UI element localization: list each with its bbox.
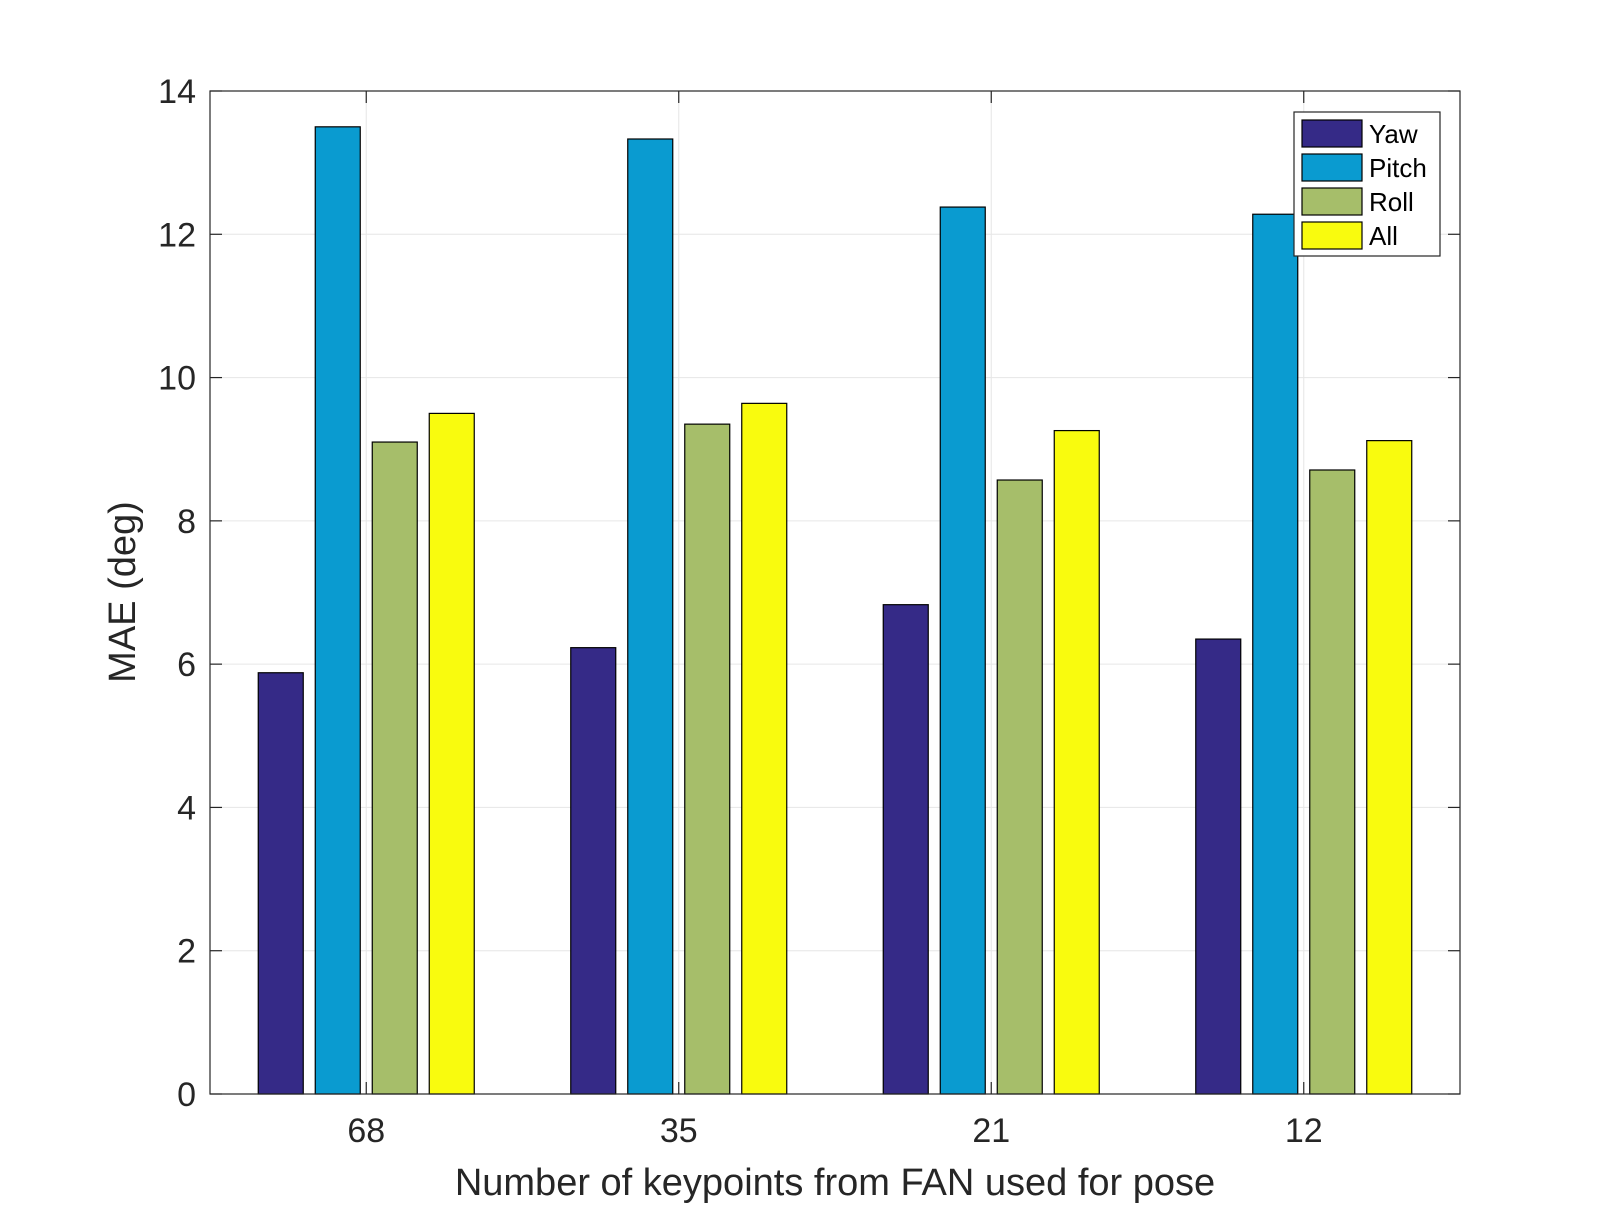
- x-tick-label: 21: [972, 1112, 1010, 1150]
- y-tick-label: 6: [177, 646, 196, 684]
- x-tick-labels: 68 35 21 12: [347, 1112, 1322, 1150]
- ticks: [210, 90, 1460, 1095]
- y-tick-label: 8: [177, 503, 196, 541]
- bar-yaw-12: [1195, 638, 1242, 1095]
- y-tick-label: 14: [158, 73, 196, 111]
- legend-swatch-yaw: [1301, 119, 1363, 148]
- legend-swatch-all: [1301, 221, 1363, 250]
- bar-all-12: [1366, 440, 1413, 1095]
- plot-area: [210, 91, 1460, 1094]
- y-tick-label: 2: [177, 933, 196, 971]
- bar-roll-21: [996, 479, 1043, 1095]
- x-tick-label: 12: [1285, 1112, 1323, 1150]
- y-tick-label: 10: [158, 360, 196, 398]
- y-tick-label: 4: [177, 789, 196, 827]
- bar-yaw-68: [257, 672, 304, 1095]
- bar-all-35: [741, 402, 788, 1095]
- bar-roll-68: [371, 441, 418, 1095]
- axes-box: [209, 90, 1461, 1095]
- bar-yaw-35: [570, 647, 617, 1095]
- x-tick-label: 35: [660, 1112, 698, 1150]
- y-axis-title: MAE (deg): [102, 501, 144, 683]
- bar-roll-12: [1309, 469, 1356, 1095]
- y-tick-labels: 0 2 4 6 8 10 12 14: [158, 73, 196, 1114]
- bar-all-21: [1053, 429, 1100, 1095]
- legend-swatch-pitch: [1301, 153, 1363, 182]
- bar-all-68: [428, 412, 475, 1095]
- legend-label-all: All: [1369, 221, 1398, 251]
- bar-pitch-21: [939, 206, 986, 1095]
- bar-roll-35: [684, 423, 731, 1095]
- bar-yaw-21: [882, 604, 929, 1095]
- bars: [257, 126, 1413, 1095]
- y-tick-label: 0: [177, 1076, 196, 1114]
- bar-pitch-68: [314, 126, 361, 1095]
- legend-label-roll: Roll: [1369, 187, 1414, 217]
- bar-pitch-35: [627, 138, 674, 1095]
- bar-pitch-12: [1252, 213, 1299, 1095]
- y-tick-label: 12: [158, 216, 196, 254]
- x-tick-label: 68: [347, 1112, 385, 1150]
- legend-swatch-roll: [1301, 187, 1363, 216]
- legend-label-yaw: Yaw: [1369, 119, 1418, 149]
- legend: Yaw Pitch Roll All: [1293, 111, 1441, 257]
- x-axis-title: Number of keypoints from FAN used for po…: [455, 1162, 1215, 1204]
- legend-label-pitch: Pitch: [1369, 153, 1427, 183]
